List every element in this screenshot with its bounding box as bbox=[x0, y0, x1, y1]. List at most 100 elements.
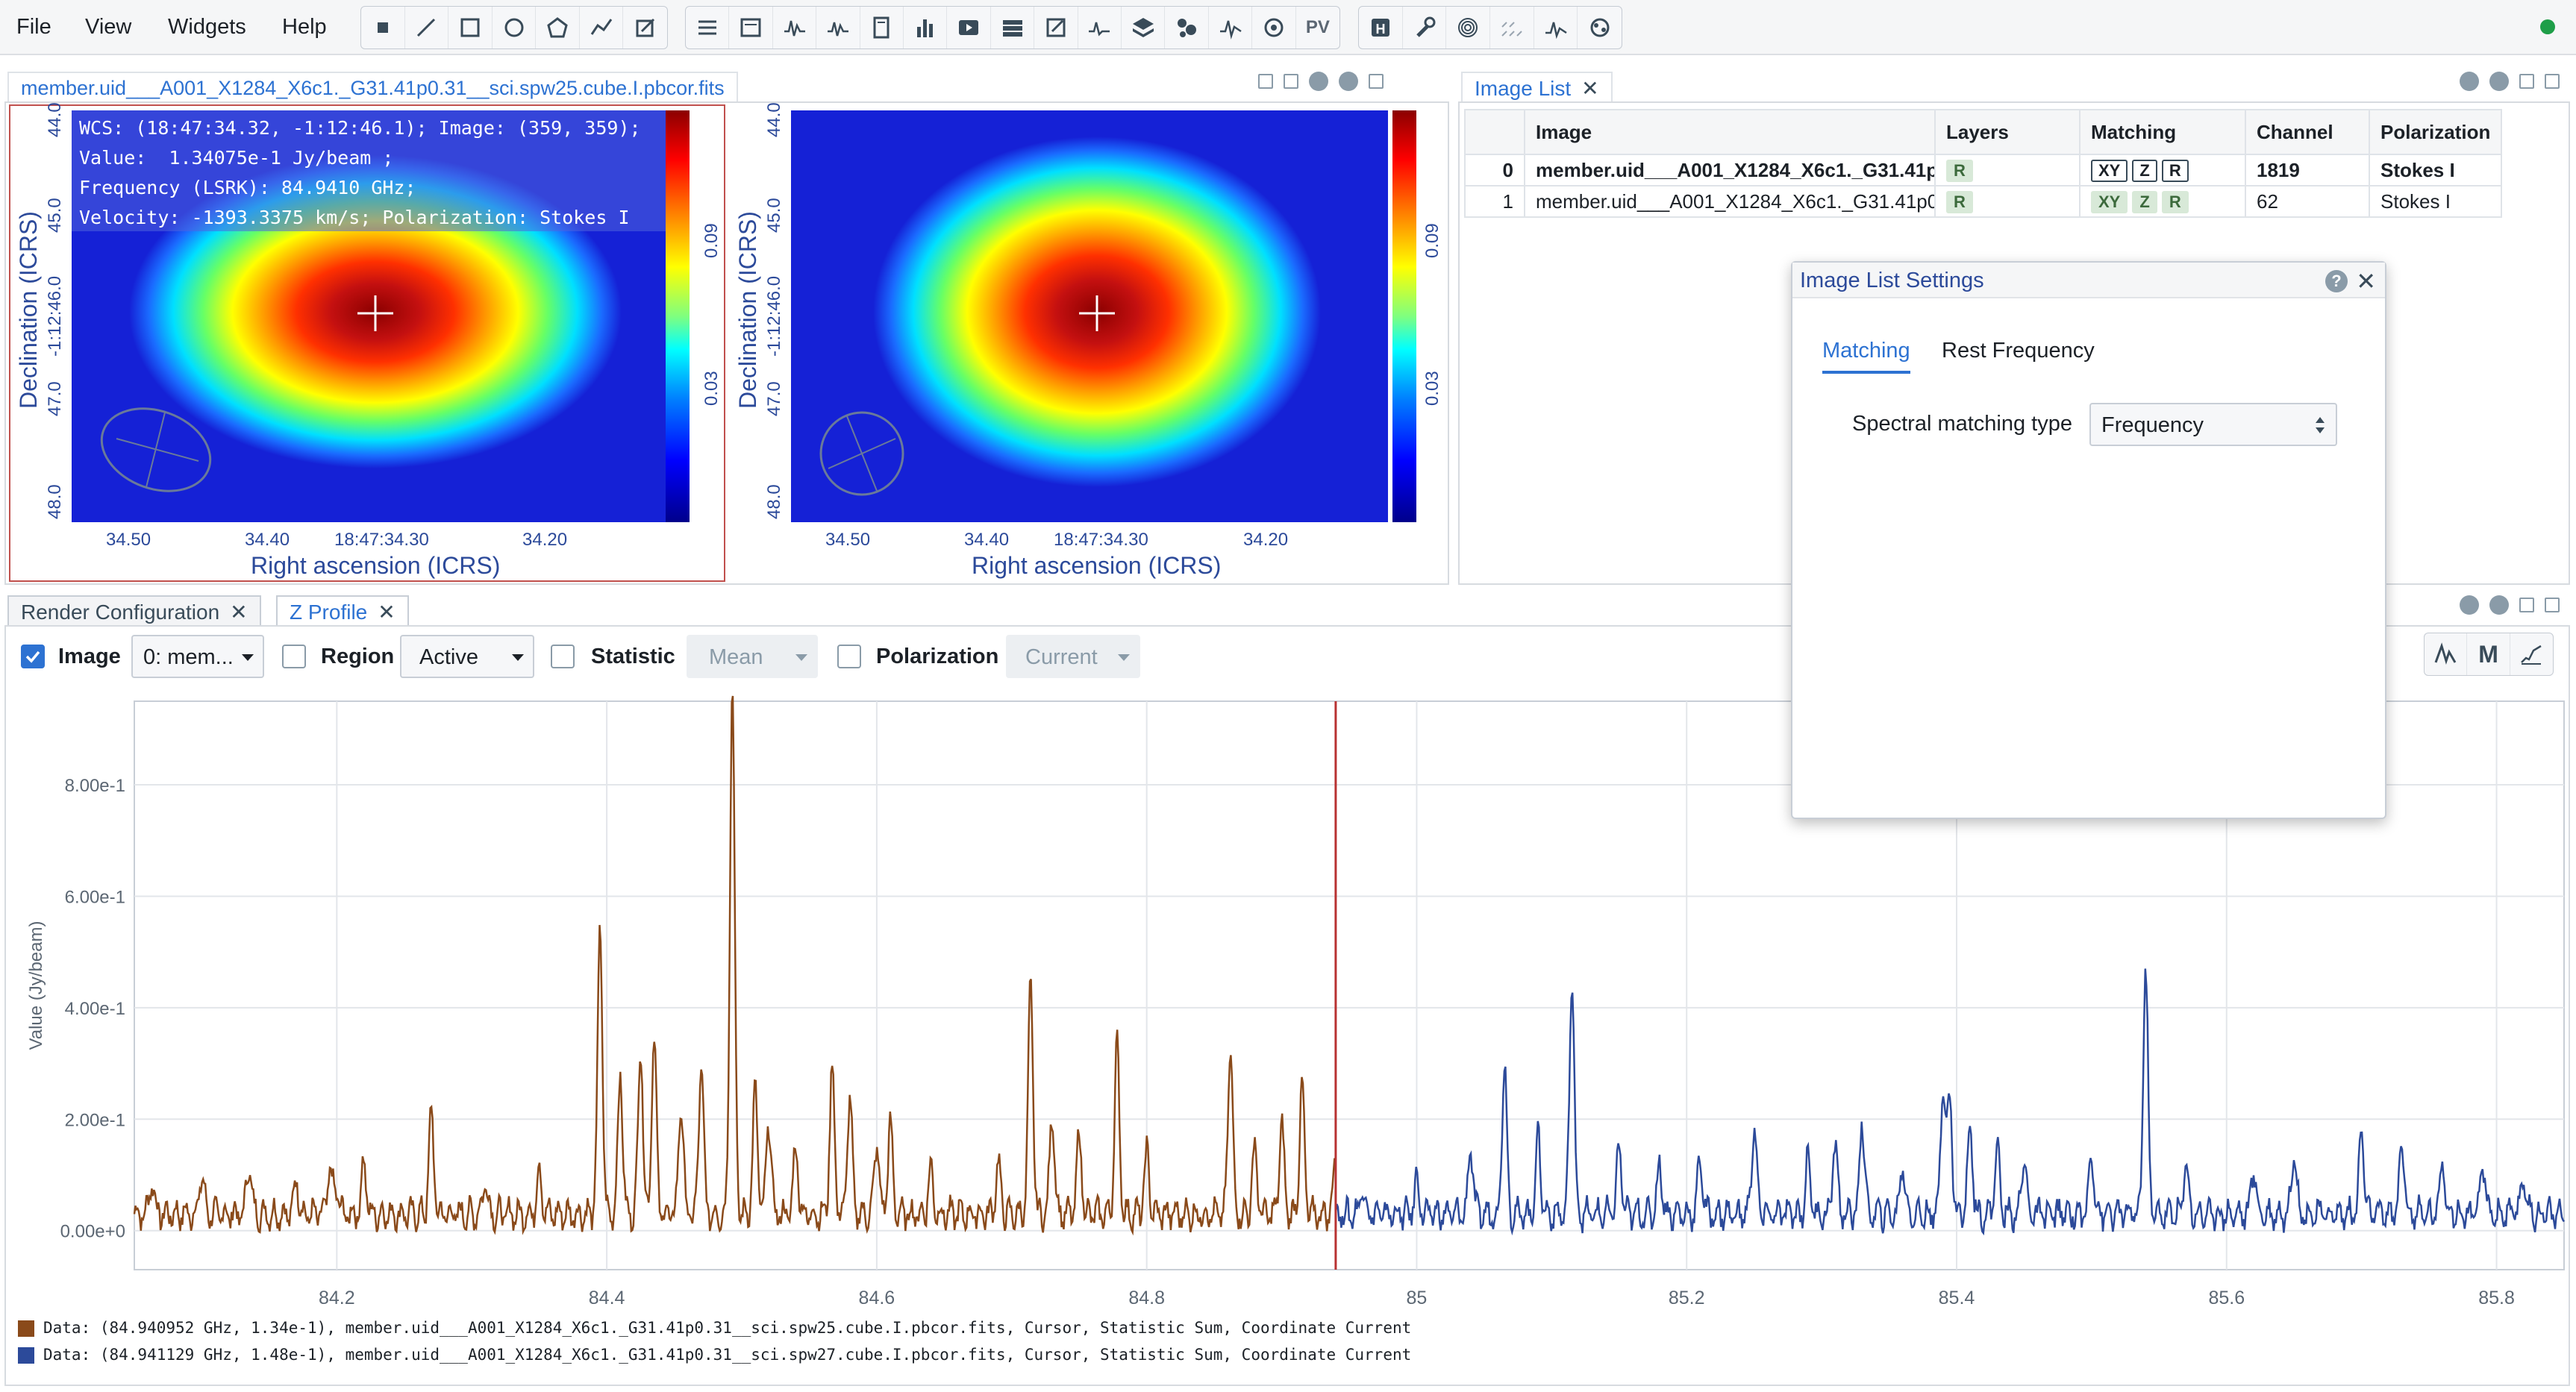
image-label: Image bbox=[58, 645, 121, 668]
layer-raster-badge[interactable]: R bbox=[1946, 191, 1973, 213]
polygon-region-icon[interactable] bbox=[536, 7, 580, 48]
close-icon[interactable]: ✕ bbox=[230, 601, 248, 624]
x-tick-label: 85 bbox=[1407, 1288, 1428, 1305]
pin-icon[interactable] bbox=[2519, 598, 2534, 612]
wrench-icon[interactable] bbox=[1403, 7, 1447, 48]
polarization-label: Polarization bbox=[876, 645, 999, 668]
statistic-checkbox[interactable] bbox=[551, 645, 575, 668]
colorbar-left[interactable] bbox=[666, 110, 690, 522]
hips-icon[interactable]: H bbox=[1359, 7, 1403, 48]
moments-button[interactable]: M bbox=[2467, 633, 2510, 675]
match-r-badge[interactable]: R bbox=[2161, 160, 2189, 182]
tab-matching[interactable]: Matching bbox=[1822, 339, 1910, 374]
ellipse-region-icon[interactable] bbox=[493, 7, 537, 48]
ytick: 45.0 bbox=[764, 198, 784, 233]
image-raster-right[interactable] bbox=[791, 110, 1388, 522]
match-xy-badge[interactable]: XY bbox=[2091, 160, 2128, 182]
gear-icon[interactable] bbox=[2460, 595, 2479, 615]
image-checkbox[interactable] bbox=[21, 645, 45, 668]
workspace-icon[interactable] bbox=[1578, 7, 1622, 48]
gear-icon[interactable] bbox=[1309, 72, 1328, 91]
layout-grid-icon[interactable] bbox=[1258, 74, 1273, 89]
tab-z-profile[interactable]: Z Profile ✕ bbox=[276, 595, 409, 625]
stokes-analysis-icon[interactable] bbox=[1122, 7, 1166, 48]
tab-image-list[interactable]: Image List ✕ bbox=[1461, 72, 1613, 101]
animator-icon[interactable] bbox=[947, 7, 991, 48]
maximize-icon[interactable] bbox=[1369, 74, 1384, 89]
match-z-badge[interactable]: Z bbox=[2132, 160, 2157, 182]
table-row[interactable]: 1 member.uid___A001_X1284_X6c1._G31.41p0… bbox=[1464, 185, 2503, 218]
pv-generator-button[interactable]: PV bbox=[1305, 17, 1330, 37]
region-select[interactable]: Active bbox=[400, 635, 534, 678]
legend-swatch bbox=[18, 1320, 34, 1337]
viewer-controls bbox=[1258, 72, 1384, 91]
polyline-region-icon[interactable] bbox=[580, 7, 624, 48]
table-header: Image Layers Matching Channel Polarizati… bbox=[1464, 109, 2503, 155]
online-catalog-icon[interactable] bbox=[1534, 7, 1578, 48]
statistic-select[interactable]: Mean bbox=[687, 635, 818, 678]
smoothing-icon[interactable] bbox=[2425, 633, 2468, 675]
match-z-badge[interactable]: Z bbox=[2132, 191, 2157, 213]
spatial-profiler-icon[interactable] bbox=[773, 7, 817, 48]
match-xy-badge[interactable]: XY bbox=[2091, 191, 2128, 213]
image-fitting-icon[interactable] bbox=[1165, 7, 1209, 48]
point-region-icon[interactable] bbox=[361, 7, 405, 48]
line-region-icon[interactable] bbox=[405, 7, 449, 48]
polarization-checkbox[interactable] bbox=[837, 645, 861, 668]
ytick: 48.0 bbox=[764, 484, 784, 519]
annotation-icon[interactable] bbox=[623, 7, 667, 48]
close-icon[interactable]: ✕ bbox=[378, 601, 396, 624]
menu-view[interactable]: View bbox=[85, 15, 132, 39]
help-icon[interactable] bbox=[1339, 72, 1358, 91]
pin-icon[interactable] bbox=[2519, 74, 2534, 89]
spectral-profiler-icon[interactable] bbox=[816, 7, 860, 48]
multipanel-icon[interactable] bbox=[1284, 74, 1298, 89]
col-channel: Channel bbox=[2245, 109, 2370, 155]
match-r-badge[interactable]: R bbox=[2161, 191, 2189, 213]
x-tick-label: 85.6 bbox=[2208, 1288, 2245, 1305]
menu-widgets[interactable]: Widgets bbox=[168, 15, 246, 39]
file-header-icon[interactable] bbox=[729, 7, 773, 48]
profile-tool-buttons: M bbox=[2424, 633, 2554, 676]
ytick: 44.0 bbox=[45, 102, 65, 137]
histogram-icon[interactable] bbox=[904, 7, 948, 48]
close-icon[interactable]: ✕ bbox=[2356, 268, 2376, 295]
table-row[interactable]: 0 member.uid___A001_X1284_X6c1._G31.41p0… bbox=[1464, 154, 2503, 186]
menu-help[interactable]: Help bbox=[282, 15, 327, 39]
colorbar-right[interactable] bbox=[1392, 110, 1416, 522]
cbar-tick: 0.03 bbox=[1422, 371, 1442, 406]
region-list-icon[interactable] bbox=[991, 7, 1035, 48]
spectral-matching-select[interactable]: Frequency bbox=[2089, 403, 2337, 446]
profile-fitting-icon[interactable] bbox=[2510, 633, 2553, 675]
menu-file[interactable]: File bbox=[16, 15, 51, 39]
tab-rest-frequency[interactable]: Rest Frequency bbox=[1942, 339, 2095, 363]
tab-image-viewer[interactable]: member.uid___A001_X1284_X6c1._G31.41p0.3… bbox=[7, 72, 738, 101]
image-list-settings-dialog: Image List Settings ? ✕ Matching Rest Fr… bbox=[1791, 261, 2386, 819]
help-icon[interactable] bbox=[2489, 595, 2509, 615]
gear-icon[interactable] bbox=[2460, 72, 2479, 91]
catalog-icon[interactable] bbox=[1034, 7, 1078, 48]
maximize-icon[interactable] bbox=[2545, 74, 2560, 89]
zprofile-controls bbox=[2460, 595, 2560, 615]
layer-list-icon[interactable] bbox=[686, 7, 730, 48]
maximize-icon[interactable] bbox=[2545, 598, 2560, 612]
moment-generator-icon[interactable] bbox=[1209, 7, 1253, 48]
channel-map-icon[interactable] bbox=[1252, 7, 1296, 48]
rectangle-region-icon[interactable] bbox=[448, 7, 493, 48]
region-checkbox[interactable] bbox=[282, 645, 306, 668]
help-icon[interactable] bbox=[2489, 72, 2509, 91]
ytick: 47.0 bbox=[764, 381, 784, 416]
help-icon[interactable]: ? bbox=[2325, 270, 2348, 292]
image-select[interactable]: 0: mem... bbox=[131, 635, 264, 678]
tab-render-configuration[interactable]: Render Configuration ✕ bbox=[7, 595, 261, 625]
polarization-select[interactable]: Current bbox=[1006, 635, 1140, 678]
layer-raster-badge[interactable]: R bbox=[1946, 160, 1973, 182]
image-frame-active[interactable] bbox=[9, 104, 725, 582]
series-line-spw27 bbox=[1334, 968, 2566, 1236]
vector-overlay-icon[interactable] bbox=[1490, 7, 1534, 48]
image-raster-left[interactable]: WCS: (18:47:34.32, -1:12:46.1); Image: (… bbox=[72, 110, 669, 522]
close-icon[interactable]: ✕ bbox=[1581, 77, 1599, 100]
spectral-line-query-icon[interactable] bbox=[1078, 7, 1122, 48]
statistics-icon[interactable] bbox=[860, 7, 904, 48]
contour-icon[interactable] bbox=[1446, 7, 1491, 48]
